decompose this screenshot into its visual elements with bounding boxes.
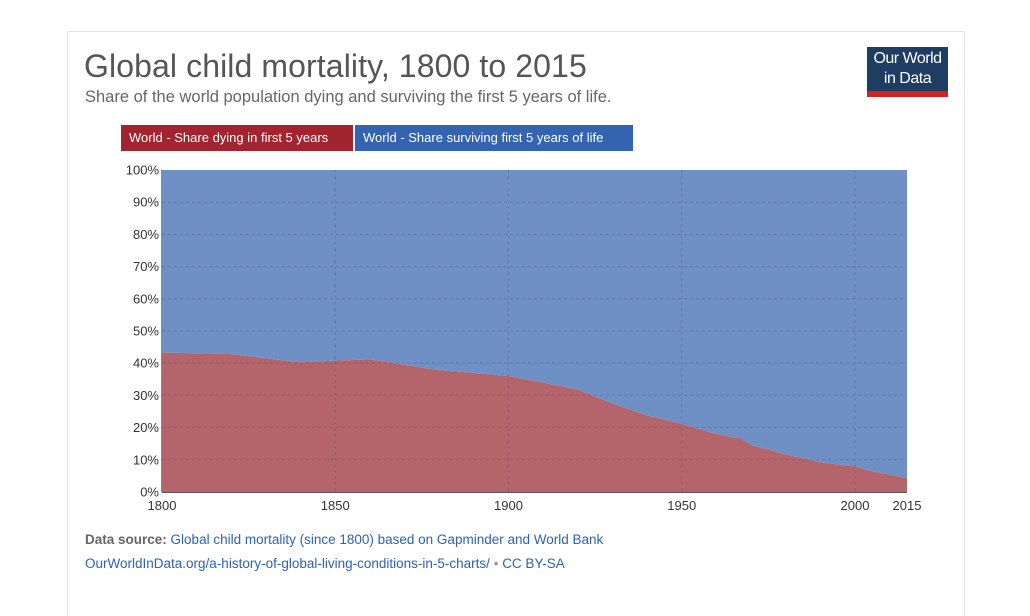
x-tick-label: 2015 xyxy=(893,498,922,513)
owid-logo[interactable]: Our World in Data xyxy=(867,47,948,97)
data-source: Data source: Global child mortality (sin… xyxy=(85,532,603,547)
logo-line-2: in Data xyxy=(883,70,932,87)
area-surviving xyxy=(162,170,907,479)
x-tick-label: 2000 xyxy=(841,498,870,513)
y-tick-label: 70% xyxy=(133,259,159,274)
data-source-label: Data source: xyxy=(85,532,167,547)
y-tick-label: 60% xyxy=(133,291,159,306)
y-tick-label: 40% xyxy=(133,356,159,371)
data-source-link[interactable]: Global child mortality (since 1800) base… xyxy=(170,532,604,547)
article-link[interactable]: OurWorldInData.org/a-history-of-global-l… xyxy=(85,556,490,571)
legend-item-surviving[interactable]: World - Share surviving first 5 years of… xyxy=(355,125,633,151)
x-tick-label: 1850 xyxy=(321,498,350,513)
y-tick-label: 100% xyxy=(126,163,160,178)
legend: World - Share dying in first 5 years Wor… xyxy=(121,125,633,151)
x-tick-label: 1950 xyxy=(667,498,696,513)
x-tick-label: 1900 xyxy=(494,498,523,513)
page-title: Global child mortality, 1800 to 2015 xyxy=(84,48,587,84)
separator-dot: • xyxy=(493,556,499,571)
y-tick-label: 10% xyxy=(133,452,159,467)
y-tick-label: 0% xyxy=(140,485,159,500)
area-dying xyxy=(162,352,907,492)
license-line: OurWorldInData.org/a-history-of-global-l… xyxy=(85,556,565,571)
logo-line-1: Our World xyxy=(873,50,942,67)
y-tick-label: 50% xyxy=(133,324,159,339)
y-tick-label: 20% xyxy=(133,420,159,435)
x-tick-label: 1800 xyxy=(148,498,177,513)
page-subtitle: Share of the world population dying and … xyxy=(85,88,612,106)
y-tick-label: 30% xyxy=(133,388,159,403)
license-link[interactable]: CC BY-SA xyxy=(502,556,565,571)
legend-item-dying[interactable]: World - Share dying in first 5 years xyxy=(121,125,353,151)
y-tick-label: 80% xyxy=(133,227,159,242)
y-tick-label: 90% xyxy=(133,195,159,210)
